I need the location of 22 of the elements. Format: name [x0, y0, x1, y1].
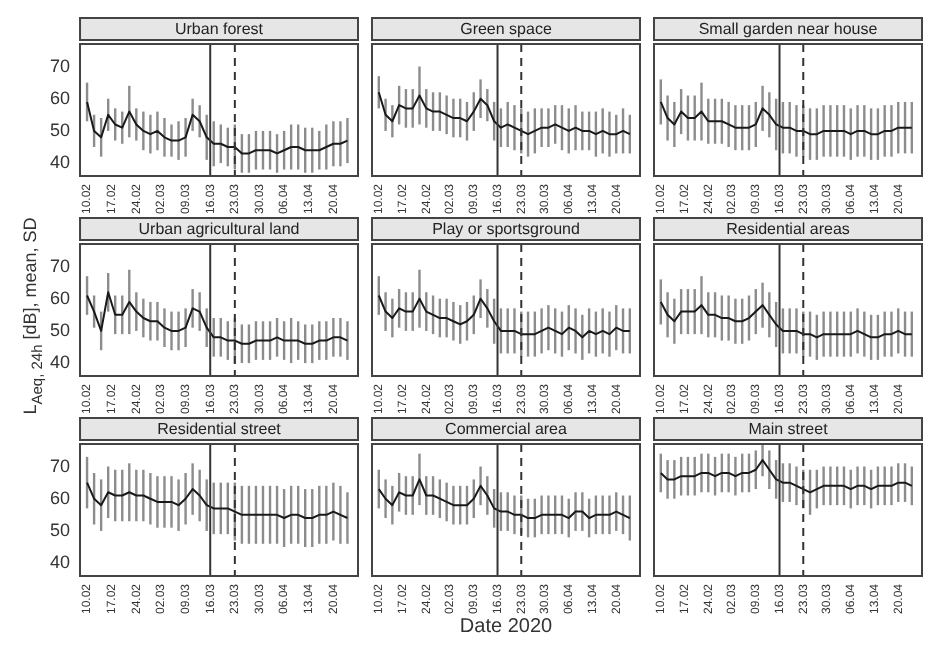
y-tick-label: 60 — [49, 87, 71, 108]
chart-title: Residential areas — [726, 220, 850, 239]
y-tick-label: 50 — [49, 319, 71, 340]
y-tick-label: 70 — [49, 55, 71, 76]
chart-title: Small garden near house — [698, 20, 879, 39]
y-tick-label: 50 — [49, 119, 71, 140]
chart-title: Commercial area — [445, 420, 569, 439]
chart-title: Residential street — [157, 420, 283, 439]
y-tick-label: 60 — [49, 487, 71, 508]
y-tick-label: 70 — [49, 455, 71, 476]
x-axis-title: Date 2020 — [457, 616, 555, 638]
y-tick-label: 40 — [49, 552, 71, 573]
chart-title: Main street — [748, 420, 830, 439]
y-tick-label: 70 — [49, 255, 71, 276]
y-tick-label: 50 — [49, 519, 71, 540]
y-tick-label: 40 — [49, 152, 71, 173]
chart-title: Urban forest — [174, 20, 265, 39]
y-tick-label: 40 — [49, 352, 71, 373]
y-tick-label: 60 — [49, 287, 71, 308]
chart-title: Urban agricultural land — [138, 220, 300, 239]
chart-title: Play or sportsground — [432, 220, 580, 239]
chart-title: Green space — [460, 20, 553, 39]
